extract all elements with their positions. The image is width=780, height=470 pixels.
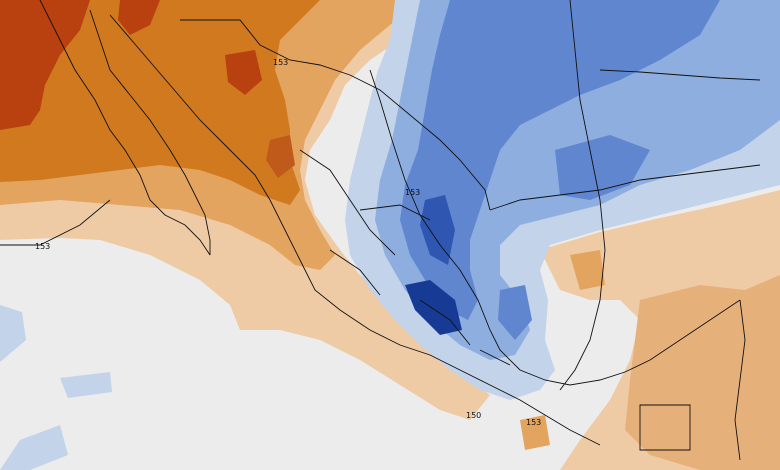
- texas-coast: [489, 164, 761, 211]
- warm-anomaly-region: [0, 0, 490, 420]
- cold-mid-veracruz: [498, 285, 532, 340]
- label-153-central: 153: [405, 188, 420, 197]
- warm-strong-north: [118, 0, 160, 35]
- cold-anomaly-region: [345, 0, 780, 400]
- state-boundaries: [299, 149, 511, 366]
- cold-anomaly-pacific-south: [60, 372, 112, 398]
- warm-mid: [0, 0, 320, 205]
- gulf-coast: [369, 69, 741, 386]
- baja-california-coast-east: [89, 9, 211, 255]
- warm-patch-isthmus: [520, 415, 550, 450]
- cold-deep-core: [405, 280, 462, 335]
- label-153-south: 153: [526, 418, 541, 427]
- cold-strong-central: [420, 195, 455, 265]
- warm-strong-core: [225, 50, 262, 95]
- longitude-line: [559, 0, 606, 391]
- us-mexico-border: [180, 19, 491, 211]
- cold-anomaly-pacific-southwest: [0, 425, 68, 470]
- warm-anomaly-southeast: [520, 190, 780, 470]
- warm-strong-sierra: [266, 135, 295, 178]
- yucatan-east-coast: [734, 299, 746, 461]
- pacific-coast: [109, 14, 601, 446]
- label-150-south: 150: [466, 411, 481, 420]
- warm-light-yucatan: [625, 275, 780, 470]
- contour-153-west: [0, 199, 111, 246]
- cold-anomaly-pacific-west: [0, 305, 26, 362]
- louisiana-coast: [599, 69, 761, 81]
- baja-california-coast-west: [39, 0, 211, 256]
- belize-guatemala-border: [639, 404, 691, 451]
- label-153-west: 153: [35, 242, 50, 251]
- contour-labels: 153 153 153 150 153: [35, 58, 541, 427]
- cold-mid: [400, 0, 720, 320]
- boundaries: [0, 0, 761, 461]
- warm-strong-northwest: [0, 0, 90, 130]
- warm-patch-gulf: [570, 250, 605, 290]
- label-153-north: 153: [273, 58, 288, 67]
